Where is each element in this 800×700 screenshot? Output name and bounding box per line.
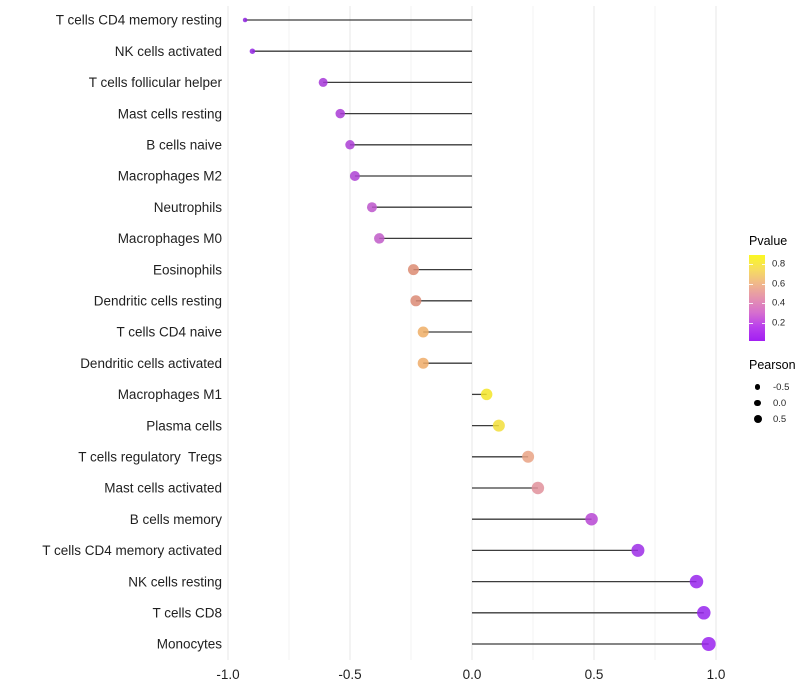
- x-axis-tick-label: 0.5: [585, 667, 604, 682]
- lollipop-point: [335, 108, 345, 119]
- pearson-legend-item-label: 0.0: [773, 397, 787, 409]
- x-axis-tick-label: 1.0: [707, 667, 726, 682]
- lollipop-point: [374, 233, 385, 244]
- lollipop-point: [242, 17, 248, 23]
- lollipop-point: [585, 512, 598, 526]
- y-axis-label: Dendritic cells resting: [94, 294, 222, 309]
- pvalue-tick-label: 0.2: [772, 317, 786, 328]
- pvalue-gradient-tick-mark: [749, 283, 753, 285]
- lollipop-point: [417, 357, 429, 369]
- pvalue-tick-label: 0.6: [772, 278, 786, 290]
- pvalue-legend: Pvalue 0.8 0.6 0.4 0.2: [749, 234, 787, 341]
- pearson-legend-dot-cell: [749, 379, 766, 395]
- pearson-legend: Pearson -0.5 0.0 0.5: [749, 358, 796, 427]
- pearson-legend-item: 0.0: [749, 395, 796, 411]
- lollipop-point: [318, 77, 328, 87]
- y-axis-label: Mast cells activated: [104, 481, 222, 496]
- lollipop-point: [631, 543, 645, 557]
- lollipop-point: [492, 419, 505, 432]
- lollipop-point: [410, 295, 422, 307]
- pvalue-gradient-tick-mark: [749, 264, 753, 266]
- y-axis-label: Plasma cells: [146, 418, 222, 433]
- y-axis-label: T cells follicular helper: [89, 75, 223, 90]
- lollipop-point: [531, 481, 545, 495]
- pearson-legend-dot: [754, 384, 761, 390]
- pvalue-gradient-tick-mark: [749, 303, 753, 305]
- pearson-legend-title: Pearson: [749, 358, 796, 372]
- pvalue-gradient-tick-mark: [761, 322, 765, 324]
- pvalue-gradient-tick-mark: [761, 303, 765, 305]
- lollipop-point: [689, 574, 704, 589]
- y-axis-label: T cells CD8: [152, 606, 222, 621]
- pearson-legend-dot-cell: [749, 411, 766, 427]
- y-axis-label: Dendritic cells activated: [80, 356, 222, 371]
- pvalue-gradient-wrap: 0.8 0.6 0.4 0.2: [749, 255, 785, 341]
- lollipop-point: [366, 202, 377, 213]
- pvalue-gradient-bar: [749, 255, 765, 341]
- y-axis-label: T cells CD4 naive: [116, 325, 222, 340]
- pearson-legend-item-label: -0.5: [773, 381, 790, 393]
- lollipop-point: [349, 171, 360, 181]
- x-axis-tick-label: 0.0: [463, 667, 482, 682]
- pvalue-gradient-tick-mark: [761, 283, 765, 285]
- y-axis-label: Eosinophils: [153, 262, 222, 277]
- pearson-legend-item: -0.5: [749, 379, 796, 395]
- y-axis-label: Mast cells resting: [118, 106, 222, 121]
- pvalue-tick-label: 0.4: [772, 297, 786, 309]
- lollipop-point: [480, 388, 493, 401]
- lollipop-point: [701, 637, 716, 651]
- pearson-legend-item-label: 0.5: [773, 413, 787, 425]
- y-axis-label: Macrophages M1: [118, 387, 222, 402]
- lollipop-point: [697, 606, 711, 620]
- pearson-legend-dot: [753, 415, 762, 423]
- x-axis-tick-label: -0.5: [338, 667, 361, 682]
- y-axis-label: Monocytes: [157, 637, 223, 652]
- x-axis-tick-label: -1.0: [216, 667, 239, 682]
- y-axis-label: T cells CD4 memory activated: [42, 543, 222, 558]
- pearson-legend-dot-cell: [749, 395, 766, 411]
- pvalue-gradient-tick-mark: [749, 322, 753, 324]
- y-axis-label: Neutrophils: [154, 200, 223, 215]
- y-axis-label: NK cells activated: [115, 44, 222, 59]
- y-axis-label: NK cells resting: [128, 574, 222, 589]
- y-axis-label: Macrophages M2: [118, 169, 222, 184]
- lollipop-point: [407, 264, 419, 276]
- pvalue-gradient-tick-mark: [761, 264, 765, 266]
- y-axis-label: T cells regulatory Tregs: [78, 450, 222, 465]
- y-axis-label: Macrophages M0: [118, 231, 222, 246]
- y-axis-label: B cells naive: [146, 138, 222, 153]
- y-axis-label: B cells memory: [130, 512, 223, 527]
- y-axis-label: T cells CD4 memory resting: [56, 13, 222, 28]
- lollipop-point: [522, 450, 535, 463]
- pearson-legend-item: 0.5: [749, 411, 796, 427]
- lollipop-point: [417, 326, 429, 338]
- pearson-legend-items: -0.5 0.0 0.5: [749, 379, 796, 427]
- pvalue-tick-label: 0.8: [772, 258, 786, 270]
- pvalue-legend-title: Pvalue: [749, 234, 788, 248]
- pearson-legend-dot: [754, 399, 761, 407]
- lollipop-point: [345, 140, 355, 150]
- lollipop-point: [249, 48, 256, 54]
